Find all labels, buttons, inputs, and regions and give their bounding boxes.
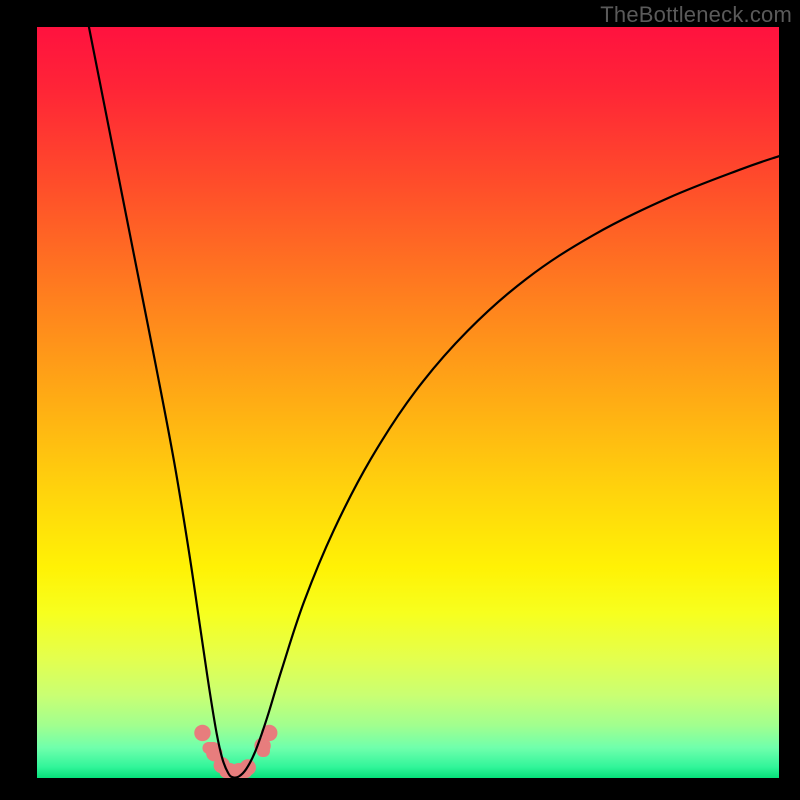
bottleneck-curve bbox=[89, 27, 779, 778]
plot-area bbox=[37, 27, 779, 778]
chart-stage: TheBottleneck.com bbox=[0, 0, 800, 800]
watermark-text: TheBottleneck.com bbox=[600, 2, 792, 28]
curve-layer bbox=[37, 27, 779, 778]
bottom-marker-dot bbox=[194, 725, 210, 741]
